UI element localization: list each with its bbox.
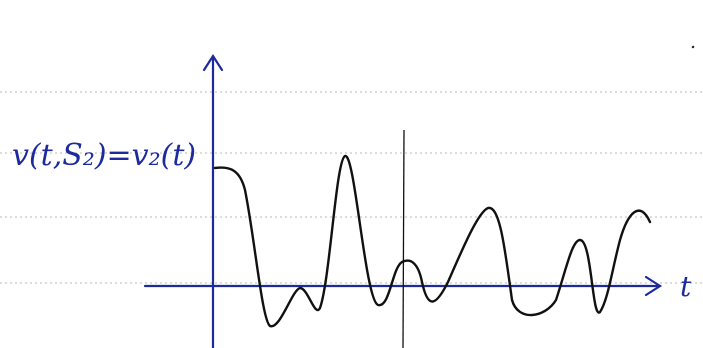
note-page: برای برش‌های عمودی، است د رسم نمودار را … — [0, 0, 703, 348]
function-label: v(t,S₂)=v₂(t) — [12, 138, 196, 173]
note-text: برای برش‌های عمودی، است د رسم نمودار را … — [690, 31, 703, 53]
axis-label: t — [680, 270, 692, 303]
